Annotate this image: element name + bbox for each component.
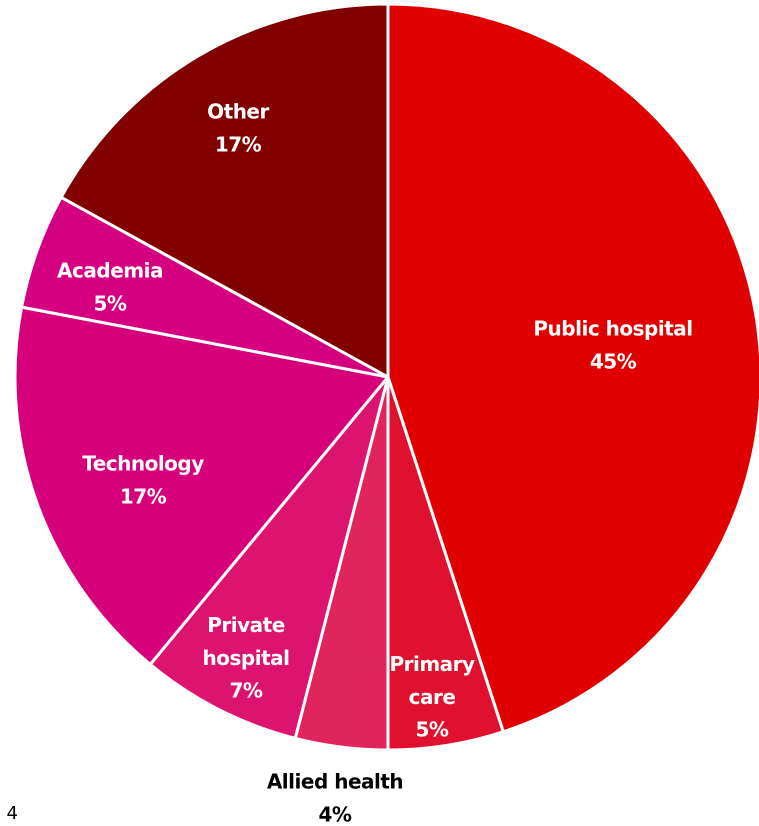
- pie-slice: [59, 2, 390, 379]
- pie-slice: [13, 305, 390, 666]
- pie-slice: [148, 375, 390, 740]
- slice-value-label: 5%: [416, 718, 449, 742]
- slice-label: Private hospital: [203, 613, 290, 670]
- slice-label: Allied health: [267, 770, 403, 794]
- slice-value-label: 5%: [94, 292, 127, 316]
- slice-value-label: 4%: [319, 803, 352, 826]
- slice-label: Primary care: [389, 652, 475, 709]
- slice-value-label: 17%: [120, 485, 167, 509]
- slice-value-label: 7%: [230, 679, 263, 703]
- page-number: 4: [7, 803, 18, 824]
- pie-slice: [386, 2, 759, 734]
- slice-label: Academia: [57, 259, 163, 283]
- slice-label: Technology: [82, 452, 204, 476]
- slice-value-label: 17%: [215, 133, 262, 157]
- slice-value-label: 45%: [590, 350, 637, 374]
- slice-label: Other: [207, 100, 269, 124]
- slice-label: Public hospital: [533, 317, 692, 341]
